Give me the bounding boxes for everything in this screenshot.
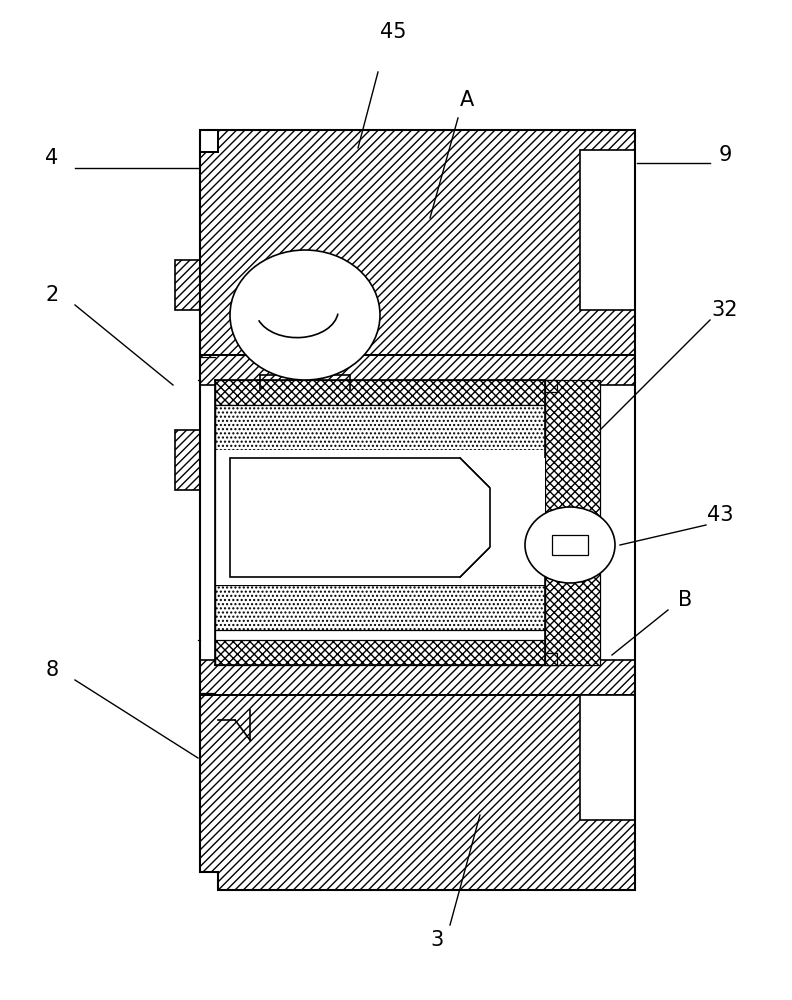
Text: 43: 43 <box>706 505 733 525</box>
Bar <box>580 150 635 310</box>
Text: A: A <box>460 90 474 110</box>
Bar <box>215 380 545 405</box>
Bar <box>490 458 545 577</box>
Text: B: B <box>678 590 692 610</box>
Bar <box>200 660 635 695</box>
Ellipse shape <box>230 250 380 380</box>
Polygon shape <box>200 695 635 890</box>
Text: 8: 8 <box>45 660 59 680</box>
Bar <box>200 355 635 385</box>
Bar <box>215 585 545 630</box>
Text: 4: 4 <box>45 148 59 168</box>
Text: 2: 2 <box>45 285 59 305</box>
Bar <box>545 380 557 392</box>
Bar <box>175 260 200 310</box>
Polygon shape <box>230 458 490 577</box>
Ellipse shape <box>525 507 615 583</box>
Bar <box>580 695 635 820</box>
Bar <box>552 535 588 555</box>
Text: 32: 32 <box>712 300 738 320</box>
Bar <box>215 450 545 585</box>
Polygon shape <box>200 130 635 355</box>
Bar <box>175 430 200 490</box>
Text: 3: 3 <box>430 930 444 950</box>
Bar <box>215 640 545 665</box>
Bar <box>215 405 545 450</box>
Text: 9: 9 <box>718 145 732 165</box>
Bar <box>545 653 557 665</box>
Text: 45: 45 <box>379 22 406 42</box>
Bar <box>545 380 600 665</box>
